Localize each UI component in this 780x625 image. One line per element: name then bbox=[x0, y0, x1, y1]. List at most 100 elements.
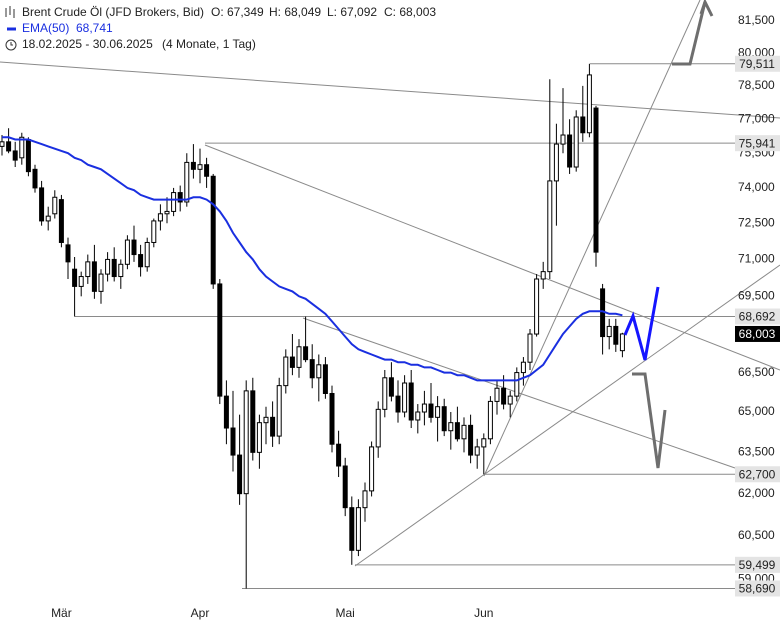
candle-body bbox=[276, 385, 282, 437]
candle-body bbox=[534, 278, 540, 335]
level-box bbox=[735, 556, 780, 573]
candle-body bbox=[540, 271, 546, 280]
candle-body bbox=[593, 107, 599, 253]
level-label: 68,692 bbox=[739, 310, 776, 324]
candle-body bbox=[296, 346, 302, 368]
level-label: 58,690 bbox=[739, 582, 776, 596]
candle-body bbox=[111, 258, 117, 278]
candle-body bbox=[606, 325, 612, 338]
y-tick-label: 81,500 bbox=[738, 13, 775, 27]
candle-body bbox=[421, 403, 427, 413]
candle-body bbox=[138, 254, 144, 268]
level-label: 75,941 bbox=[739, 136, 776, 150]
candle-body bbox=[402, 382, 408, 413]
x-tick-label: Mär bbox=[51, 606, 72, 620]
candle-body bbox=[289, 356, 295, 368]
plot bbox=[0, 63, 735, 589]
candle-body bbox=[487, 400, 493, 440]
candle-body bbox=[78, 276, 84, 287]
candle-body bbox=[197, 164, 203, 170]
candle-body bbox=[507, 395, 513, 405]
candle-body bbox=[613, 325, 619, 345]
candle-body bbox=[243, 390, 249, 495]
ema-line bbox=[2, 136, 623, 382]
candle-body bbox=[105, 258, 111, 275]
last-price-label: 68,003 bbox=[739, 327, 776, 341]
candle-body bbox=[144, 241, 150, 268]
candle-body bbox=[329, 392, 335, 445]
candle-body bbox=[441, 406, 447, 432]
trend-lines bbox=[0, 0, 780, 567]
trend-line bbox=[0, 61, 780, 119]
bars-icon bbox=[5, 6, 15, 18]
candle-body bbox=[580, 116, 586, 134]
candle-body bbox=[520, 361, 526, 374]
y-tick-label: 74,000 bbox=[738, 180, 775, 194]
candle-body bbox=[98, 273, 104, 292]
candle-body bbox=[270, 416, 276, 437]
candle-body bbox=[355, 507, 361, 551]
duration: (4 Monate, 1 Tag) bbox=[162, 37, 256, 51]
open-value: O: 67,349 bbox=[211, 5, 264, 19]
candle-body bbox=[210, 175, 216, 285]
candle-body bbox=[256, 422, 262, 453]
level-label: 62,700 bbox=[739, 467, 776, 481]
y-tick-label: 71,000 bbox=[738, 252, 775, 266]
candle-body bbox=[415, 411, 421, 421]
candle-body bbox=[204, 164, 210, 177]
projection bbox=[623, 0, 714, 469]
candle-body bbox=[250, 390, 256, 453]
candle-body bbox=[177, 192, 183, 203]
candle-body bbox=[553, 143, 559, 182]
candle-body bbox=[237, 454, 243, 495]
y-tick-label: 65,000 bbox=[738, 404, 775, 418]
candle-body bbox=[171, 192, 177, 212]
projection-down bbox=[632, 372, 667, 469]
candle-body bbox=[322, 364, 328, 394]
candle-body bbox=[230, 427, 236, 456]
x-tick-label: Mai bbox=[336, 606, 355, 620]
candle-body bbox=[336, 443, 342, 467]
candle-body bbox=[0, 141, 5, 147]
candle-body bbox=[19, 136, 25, 159]
candle-body bbox=[223, 395, 229, 429]
candle-body bbox=[586, 74, 592, 134]
candle-body bbox=[316, 364, 322, 379]
y-tick-label: 72,500 bbox=[738, 215, 775, 229]
candle-body bbox=[12, 150, 18, 161]
trend-line bbox=[204, 144, 780, 371]
level-label: 59,499 bbox=[739, 558, 776, 572]
candle-body bbox=[428, 403, 434, 418]
price-axis: 59,00060,50062,00063,50065,00066,50068,0… bbox=[51, 13, 780, 620]
candle-body bbox=[435, 406, 441, 418]
candle-body bbox=[461, 424, 467, 440]
candle-body bbox=[65, 244, 71, 263]
candle-body bbox=[494, 387, 500, 402]
last-price-box bbox=[735, 325, 780, 342]
candle-body bbox=[388, 377, 394, 397]
candle-body bbox=[560, 134, 566, 145]
candle-body bbox=[362, 490, 368, 509]
candle-body bbox=[481, 438, 487, 448]
level-box bbox=[735, 580, 780, 597]
candle-body bbox=[39, 187, 45, 222]
candle-body bbox=[375, 408, 381, 448]
candle-body bbox=[283, 356, 289, 387]
candle-body bbox=[25, 139, 31, 173]
candle-body bbox=[501, 387, 507, 405]
x-tick-label: Apr bbox=[191, 606, 210, 620]
level-label: 79,511 bbox=[739, 57, 775, 71]
candle-body bbox=[124, 239, 130, 265]
y-tick-label: 60,500 bbox=[738, 528, 775, 542]
candle-body bbox=[448, 422, 454, 432]
candle-body bbox=[382, 377, 388, 410]
candle-body bbox=[45, 215, 51, 222]
candle-body bbox=[263, 416, 269, 424]
candle-body bbox=[164, 210, 170, 215]
level-box bbox=[735, 308, 780, 325]
y-tick-label: 69,500 bbox=[738, 288, 775, 302]
period: 18.02.2025 - 30.06.2025 bbox=[22, 37, 153, 51]
candle-body bbox=[6, 141, 12, 152]
candle-body bbox=[217, 283, 223, 397]
